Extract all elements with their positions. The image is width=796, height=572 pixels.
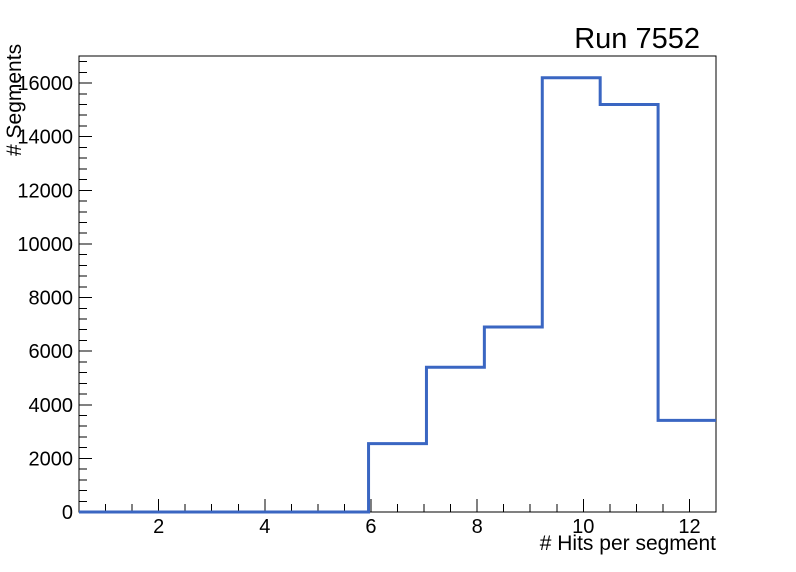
- y-tick-label: 0: [62, 502, 73, 524]
- y-tick-label: 4000: [29, 395, 74, 417]
- y-tick-label: 10000: [17, 234, 73, 256]
- x-tick-label: 8: [472, 516, 483, 538]
- y-tick-label: 6000: [29, 341, 74, 363]
- y-tick-label: 16000: [17, 73, 73, 95]
- x-tick-label: 6: [365, 516, 376, 538]
- x-tick-label: 4: [259, 516, 270, 538]
- plot-title: Run 7552: [574, 23, 700, 55]
- x-axis-title: # Hits per segment: [539, 532, 716, 555]
- histogram-line: [79, 76, 716, 514]
- y-tick-label: 14000: [17, 127, 73, 149]
- y-tick-label: 12000: [17, 180, 73, 202]
- x-tick-label: 10: [572, 516, 594, 538]
- y-tick-label: 8000: [29, 288, 74, 310]
- x-tick-label: 2: [153, 516, 164, 538]
- y-tick-label: 2000: [29, 448, 74, 470]
- x-tick-label: 12: [678, 516, 700, 538]
